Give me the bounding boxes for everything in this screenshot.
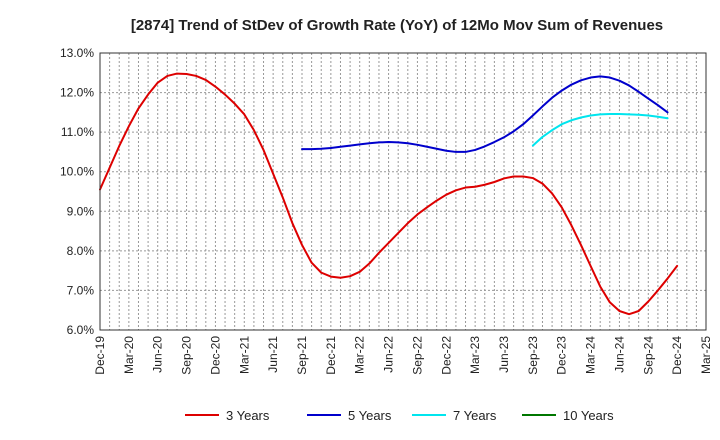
legend: 3 Years 5 Years 7 Years 10 Years [185,408,614,423]
y-tick-label: 6.0% [67,323,95,337]
x-axis-ticks: Dec-19 Mar-20 Jun-20 Sep-20 Dec-20 Mar-21 Jun-… [93,336,713,375]
y-tick-label: 10.0% [60,165,94,179]
x-tick-label: Mar-25 [699,336,713,374]
x-tick-label: Jun-20 [151,336,165,373]
series-line-7-years [531,112,669,147]
x-tick-label: Jun-22 [382,336,396,373]
x-tick-label: Mar-21 [237,336,251,374]
legend-label: 7 Years [453,408,497,423]
x-tick-label: Sep-23 [526,336,540,375]
y-axis-ticks: 6.0% 7.0% 8.0% 9.0% 10.0% 11.0% 12.0% 13.0% [60,46,94,337]
legend-label: 3 Years [226,408,270,423]
x-tick-label: Mar-24 [584,336,598,374]
x-tick-label: Sep-22 [410,336,424,375]
x-tick-label: Sep-24 [641,336,655,375]
x-tick-label: Jun-21 [266,336,280,373]
chart-title: [2874] Trend of StDev of Growth Rate (Yo… [131,17,663,34]
x-tick-label: Dec-22 [439,336,453,375]
y-tick-label: 12.0% [60,86,94,100]
series-line-3-years [99,72,679,316]
x-tick-label: Jun-24 [612,336,626,373]
legend-label: 5 Years [348,408,392,423]
y-tick-label: 11.0% [61,125,94,139]
legend-label: 10 Years [563,408,614,423]
x-tick-label: Dec-23 [555,336,569,375]
x-tick-label: Dec-20 [208,336,222,375]
x-tick-label: Dec-24 [670,336,684,375]
x-tick-label: Jun-23 [497,336,511,373]
x-tick-label: Mar-20 [122,336,136,374]
x-tick-label: Mar-23 [468,336,482,374]
y-tick-label: 13.0% [60,46,94,60]
x-tick-label: Sep-21 [295,336,309,375]
x-tick-label: Sep-20 [180,336,194,375]
plot-frame [99,52,707,331]
series-line-5-years [301,75,669,153]
grid [100,53,706,330]
y-tick-label: 9.0% [67,204,95,218]
y-tick-label: 7.0% [67,283,95,297]
x-tick-label: Mar-22 [353,336,367,374]
y-tick-label: 8.0% [67,244,95,258]
series-lines [99,72,679,316]
x-tick-label: Dec-21 [324,336,338,375]
x-tick-label: Dec-19 [93,336,107,375]
